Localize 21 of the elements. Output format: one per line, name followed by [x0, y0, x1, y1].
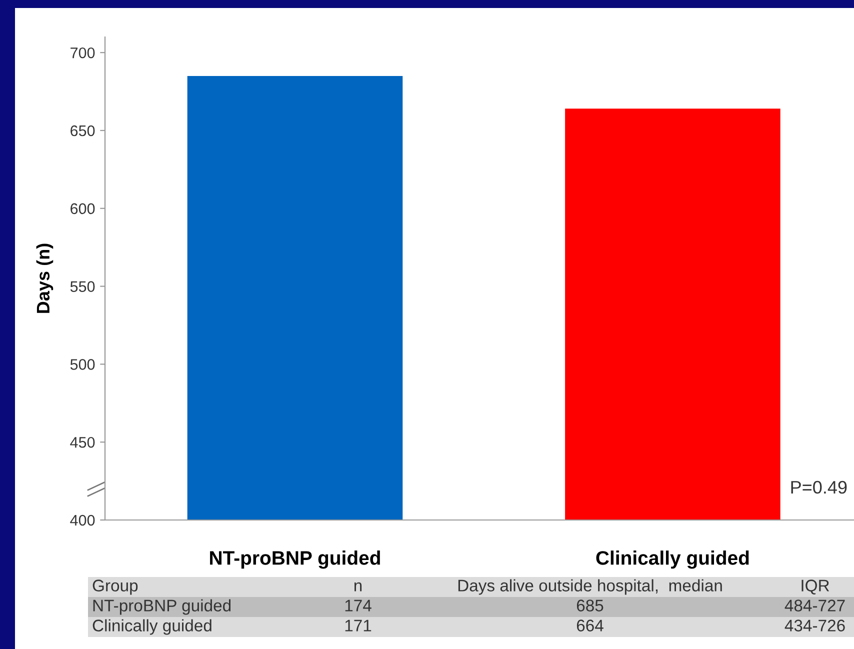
annotation: P=0.49 [791, 480, 847, 494]
y-tick-label: 450 [70, 436, 95, 448]
text: n [354, 582, 362, 592]
text: 664 [576, 620, 604, 632]
y-tick-label: 600 [70, 203, 95, 214]
text: 174 [345, 600, 372, 612]
text: IQR [802, 580, 830, 594]
text: Group [92, 580, 138, 595]
category-label: NT-proBNP guided [93, 599, 231, 615]
text: 685 [576, 600, 604, 612]
y-tick-label: 400 [70, 514, 95, 526]
text: Days alive outside hospital, median [458, 579, 722, 595]
category-label: Clinically guided [92, 619, 212, 635]
y-tick-label: 700 [70, 47, 95, 58]
y-tick-label: 650 [70, 125, 95, 136]
y-tick-label: 500 [70, 359, 95, 370]
y-axis-title: Days (n) [36, 244, 54, 313]
text: 171 [345, 620, 372, 632]
y-tick-label: 550 [70, 281, 95, 292]
text: 484-727 [784, 600, 845, 612]
text: 434-726 [784, 620, 845, 632]
